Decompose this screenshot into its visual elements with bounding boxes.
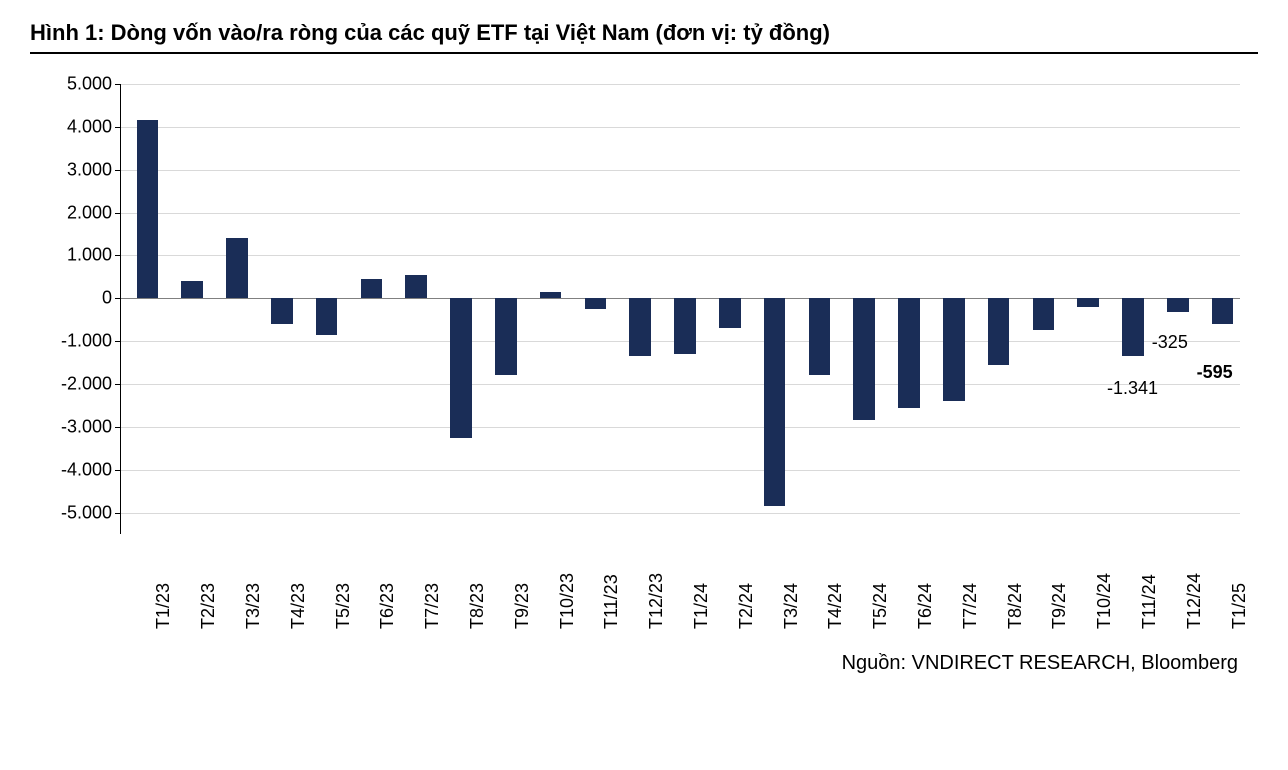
x-tick-label: T3/23 bbox=[243, 583, 264, 629]
x-tick-label: T1/24 bbox=[691, 583, 712, 629]
y-tick-label: 3.000 bbox=[67, 159, 112, 180]
y-tick-label: -5.000 bbox=[61, 502, 112, 523]
bar bbox=[1212, 298, 1234, 324]
x-tick-label: T2/23 bbox=[198, 583, 219, 629]
bar bbox=[540, 292, 562, 298]
bar bbox=[1077, 298, 1099, 307]
data-label: -1.341 bbox=[1107, 378, 1158, 399]
x-tick-label: T1/23 bbox=[153, 583, 174, 629]
x-tick-label: T7/24 bbox=[960, 583, 981, 629]
y-axis: -5.000 -4.000 -3.000 -2.000 -1.000 0 1.000 2.00… bbox=[40, 74, 120, 644]
gridline bbox=[121, 127, 1240, 128]
bar bbox=[137, 120, 159, 298]
x-tick-label: T6/23 bbox=[377, 583, 398, 629]
gridline bbox=[121, 513, 1240, 514]
gridline bbox=[121, 470, 1240, 471]
source-text: Nguồn: VNDIRECT RESEARCH, Bloomberg bbox=[30, 652, 1258, 675]
x-tick-label: T8/24 bbox=[1005, 583, 1026, 629]
title-row: Hình 1: Dòng vốn vào/ra ròng của các quỹ… bbox=[30, 20, 1258, 54]
bar bbox=[271, 298, 293, 324]
bar bbox=[719, 298, 741, 328]
bar bbox=[181, 281, 203, 298]
bar bbox=[809, 298, 831, 375]
gridline bbox=[121, 213, 1240, 214]
x-tick-label: T8/23 bbox=[467, 583, 488, 629]
gridline bbox=[121, 384, 1240, 385]
x-axis-labels: T1/23 T2/23 T3/23 T4/23 T5/23 T6/23 T7/23 T8/23… bbox=[120, 539, 1240, 644]
bar bbox=[316, 298, 338, 334]
data-label: -595 bbox=[1197, 362, 1233, 383]
bar bbox=[361, 279, 383, 298]
x-tick-label: T2/24 bbox=[736, 583, 757, 629]
bar bbox=[1122, 298, 1144, 355]
x-tick-label: T7/23 bbox=[422, 583, 443, 629]
x-tick-label: T12/23 bbox=[646, 573, 667, 629]
y-tick-label: 2.000 bbox=[67, 202, 112, 223]
x-tick-label: T5/24 bbox=[870, 583, 891, 629]
plot-area: -1.341 -325 -595 bbox=[120, 84, 1240, 534]
bar bbox=[405, 275, 427, 299]
x-tick-label: T4/23 bbox=[288, 583, 309, 629]
x-tick-label: T3/24 bbox=[781, 583, 802, 629]
gridline bbox=[121, 84, 1240, 85]
x-tick-label: T10/23 bbox=[557, 573, 578, 629]
data-label: -325 bbox=[1152, 332, 1188, 353]
x-tick-label: T5/23 bbox=[333, 583, 354, 629]
gridline bbox=[121, 170, 1240, 171]
y-tick-label: 4.000 bbox=[67, 116, 112, 137]
chart-title: Hình 1: Dòng vốn vào/ra ròng của các quỹ… bbox=[30, 20, 1258, 46]
bar bbox=[764, 298, 786, 506]
gridline bbox=[121, 255, 1240, 256]
x-tick-label: T10/24 bbox=[1094, 573, 1115, 629]
y-tick-label: -1.000 bbox=[61, 331, 112, 352]
x-tick-label: T11/23 bbox=[601, 574, 622, 629]
bar bbox=[988, 298, 1010, 364]
x-tick-label: T9/24 bbox=[1049, 583, 1070, 629]
bar bbox=[226, 238, 248, 298]
bar bbox=[450, 298, 472, 437]
y-tick-label: 0 bbox=[102, 288, 112, 309]
bar bbox=[1167, 298, 1189, 312]
x-tick-label: T12/24 bbox=[1184, 573, 1205, 629]
chart-container: -5.000 -4.000 -3.000 -2.000 -1.000 0 1.000 2.00… bbox=[40, 74, 1240, 644]
y-tick-label: -2.000 bbox=[61, 374, 112, 395]
bar bbox=[629, 298, 651, 356]
x-tick-label: T4/24 bbox=[825, 583, 846, 629]
x-tick-label: T6/24 bbox=[915, 583, 936, 629]
x-tick-label: T1/25 bbox=[1229, 583, 1250, 629]
bar bbox=[898, 298, 920, 407]
y-tick-label: 5.000 bbox=[67, 74, 112, 95]
y-tick-label: -3.000 bbox=[61, 416, 112, 437]
x-tick-label: T9/23 bbox=[512, 583, 533, 629]
gridline bbox=[121, 427, 1240, 428]
bar bbox=[1033, 298, 1055, 330]
x-tick-label: T11/24 bbox=[1139, 574, 1160, 629]
bar bbox=[674, 298, 696, 354]
bar bbox=[853, 298, 875, 420]
bar bbox=[943, 298, 965, 401]
y-tick-label: -4.000 bbox=[61, 459, 112, 480]
bar bbox=[585, 298, 607, 309]
bar bbox=[495, 298, 517, 375]
y-tick-label: 1.000 bbox=[67, 245, 112, 266]
